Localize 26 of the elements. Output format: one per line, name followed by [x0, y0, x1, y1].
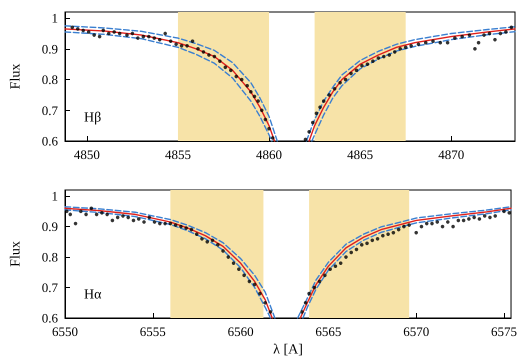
- y-axis-title: Flux: [8, 64, 24, 90]
- y-tick-label: 0.8: [42, 72, 58, 88]
- x-tick-label: 4865: [347, 147, 374, 162]
- x-tick-label: 6565: [315, 324, 342, 339]
- x-tick-label: 6570: [403, 324, 430, 339]
- y-tick-label: 0.7: [42, 280, 58, 296]
- y-tick-label: 0.8: [42, 250, 58, 265]
- x-tick-label: 4870: [438, 147, 464, 162]
- x-axis-title: λ [A]: [273, 342, 303, 358]
- x-tick-label: 6560: [228, 324, 254, 339]
- y-tick-label: 0.7: [42, 102, 58, 118]
- y-tick-label: 0.9: [42, 41, 58, 56]
- annotation: Hβ: [84, 110, 102, 126]
- y-tick-label: 0.6: [42, 134, 58, 148]
- x-tick-label: 6550: [52, 324, 78, 339]
- y-tick-label: 1: [52, 188, 58, 204]
- x-tick-label: 6575: [491, 324, 517, 339]
- x-tick-label: 4855: [164, 147, 191, 162]
- annotation: Hα: [84, 288, 102, 302]
- x-tick-label: 4860: [256, 147, 282, 162]
- y-tick-label: 1: [52, 10, 58, 26]
- y-axis-title: Flux: [8, 241, 24, 267]
- x-tick-label: 6555: [140, 324, 166, 339]
- x-tick-label: 4850: [74, 147, 100, 162]
- y-tick-label: 0.6: [42, 310, 58, 326]
- y-tick-label: 0.9: [42, 219, 58, 234]
